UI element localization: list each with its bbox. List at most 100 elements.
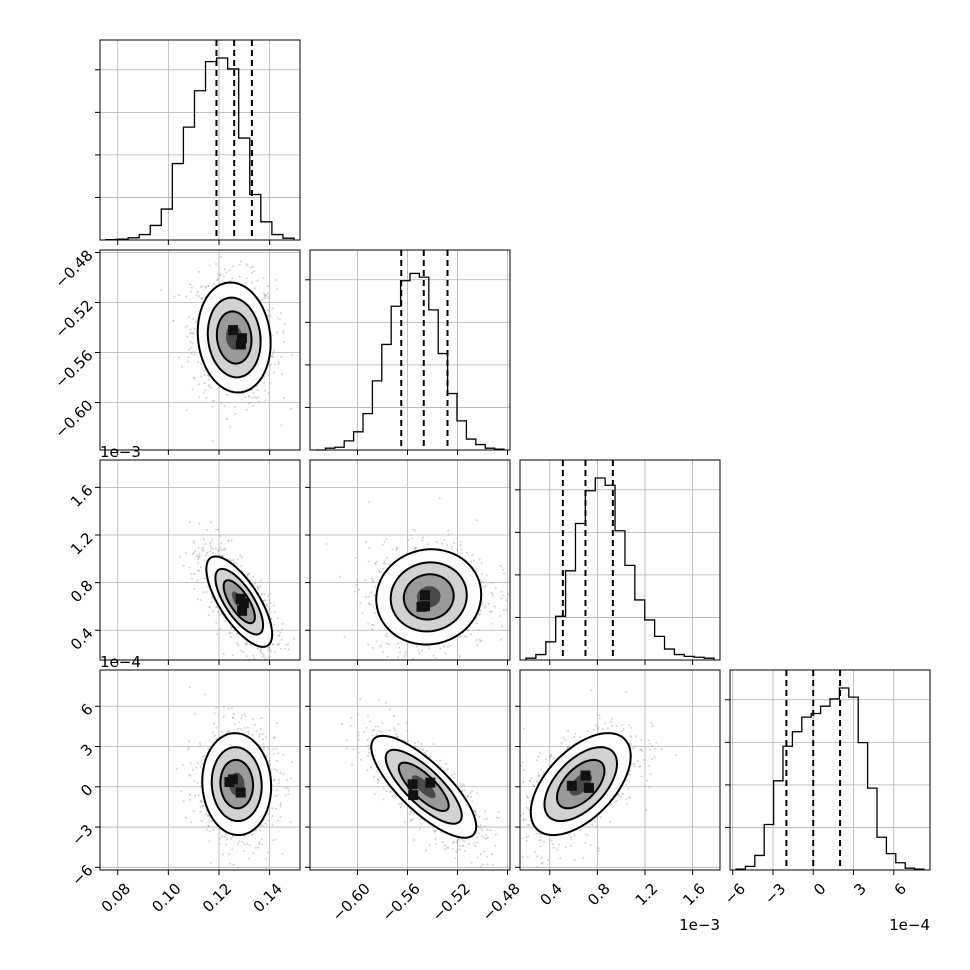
sample-point <box>213 712 216 715</box>
sample-point <box>461 844 464 847</box>
sample-point <box>325 543 328 545</box>
sample-point <box>379 730 381 733</box>
sample-point <box>199 599 202 601</box>
sample-point <box>273 778 276 781</box>
sample-point <box>339 575 341 578</box>
sample-point <box>392 715 395 717</box>
sample-point <box>248 402 251 405</box>
sample-point <box>269 763 272 766</box>
sample-point <box>213 722 216 725</box>
sample-point <box>210 539 213 542</box>
sample-point <box>409 534 412 536</box>
sample-point <box>461 838 464 841</box>
contour-line <box>214 567 265 636</box>
sample-point <box>258 663 260 665</box>
sample-point <box>242 392 245 395</box>
sample-point <box>528 619 530 621</box>
sample-point <box>528 779 531 782</box>
sample-point <box>387 643 390 645</box>
sample-point <box>440 831 443 834</box>
sample-point <box>420 742 423 745</box>
sample-point <box>196 761 199 764</box>
sample-point <box>206 528 208 531</box>
sample-point <box>279 802 282 804</box>
sample-point <box>372 580 375 583</box>
sample-point <box>209 541 212 544</box>
sample-point <box>500 590 503 593</box>
sample-point <box>208 264 211 267</box>
sample-point <box>246 574 249 577</box>
sample-point <box>280 424 283 427</box>
sample-point <box>202 369 205 372</box>
sample-point <box>272 779 275 782</box>
panel-content <box>100 670 300 870</box>
sample-point <box>631 763 633 766</box>
sample-point <box>251 833 254 836</box>
sample-point <box>233 723 236 725</box>
sample-point <box>483 825 486 828</box>
sample-point <box>594 724 597 727</box>
sample-point <box>359 602 362 605</box>
sample-point <box>227 730 230 733</box>
sample-point <box>233 405 236 408</box>
sample-point <box>273 768 276 771</box>
sample-point <box>270 617 272 620</box>
sample-point <box>211 440 214 442</box>
sample-point <box>201 763 204 765</box>
sample-point <box>273 611 276 613</box>
sample-point <box>268 608 271 610</box>
sample-point <box>193 376 196 379</box>
sample-point <box>250 281 253 284</box>
sample-point <box>262 738 264 741</box>
sample-point <box>356 579 358 582</box>
sample-point <box>385 642 388 645</box>
sample-point <box>420 748 422 751</box>
sample-point <box>279 815 282 818</box>
sample-point <box>203 559 206 562</box>
sample-point <box>370 766 373 769</box>
sample-point <box>247 572 250 575</box>
sample-point <box>485 837 488 840</box>
sample-point <box>190 821 193 824</box>
density-peak <box>408 790 419 801</box>
sample-point <box>439 647 442 650</box>
sample-point <box>425 849 427 852</box>
sample-point <box>213 734 216 737</box>
sample-point <box>446 646 449 649</box>
sample-point <box>651 757 654 760</box>
sample-point <box>594 820 596 822</box>
sample-point <box>489 610 492 613</box>
sample-point <box>211 405 214 408</box>
sample-point <box>232 559 235 561</box>
sample-point <box>281 622 284 625</box>
sample-point <box>272 623 275 626</box>
sample-point <box>208 385 211 388</box>
sample-point <box>441 542 444 545</box>
sample-point <box>379 645 382 648</box>
sample-point <box>355 583 358 586</box>
sample-point <box>242 850 245 853</box>
sample-point <box>264 295 266 298</box>
contour-line <box>384 748 463 825</box>
sample-point <box>470 560 473 563</box>
sample-point <box>221 461 223 463</box>
sample-point <box>261 824 264 827</box>
sample-point <box>243 726 246 729</box>
sample-point <box>357 731 360 734</box>
sample-point <box>633 745 636 748</box>
sample-point <box>196 554 198 557</box>
density-peak <box>425 777 436 788</box>
sample-point <box>232 717 235 719</box>
sample-point <box>251 718 254 720</box>
sample-point <box>217 528 219 531</box>
sample-point <box>209 544 212 547</box>
sample-point <box>203 382 206 385</box>
sample-point <box>493 605 496 608</box>
sample-point <box>196 578 199 581</box>
sample-point <box>475 622 478 625</box>
sample-point <box>232 863 235 866</box>
sample-point <box>190 332 193 334</box>
sample-point <box>279 631 282 634</box>
sample-point <box>267 649 270 651</box>
sample-point <box>262 292 265 295</box>
